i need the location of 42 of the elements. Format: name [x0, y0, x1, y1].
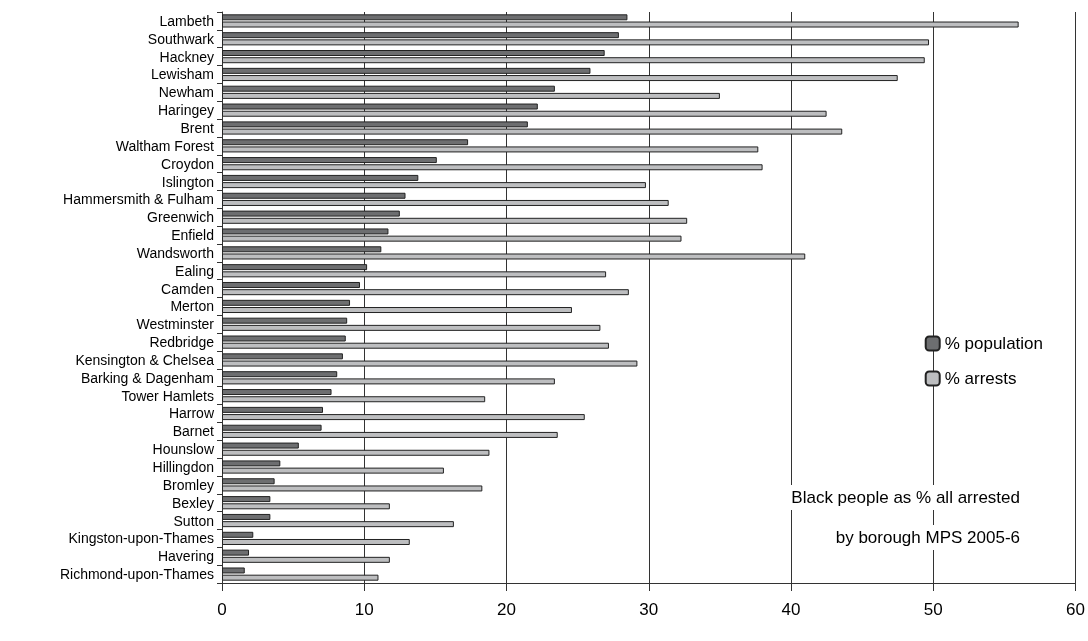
legend-label: % arrests	[944, 369, 1017, 388]
y-tick-label: Brent	[180, 119, 215, 136]
x-tick-label: 60	[1066, 600, 1086, 619]
y-tick-label: Newham	[158, 84, 214, 101]
x-tick-label: 0	[217, 600, 227, 619]
y-tick-label: Merton	[170, 298, 214, 315]
legend-label: % population	[944, 334, 1044, 353]
y-tick-label: Southwark	[147, 30, 215, 47]
y-tick-label: Enfield	[171, 227, 214, 244]
y-tick-label: Lewisham	[150, 66, 214, 83]
y-tick-label: Havering	[157, 548, 214, 565]
y-tick-label: Westminster	[136, 316, 215, 333]
y-tick-label: Kensington & Chelsea	[75, 351, 215, 368]
y-tick-label: Lambeth	[159, 12, 214, 29]
y-tick-label: Islington	[161, 173, 214, 190]
y-tick-label: Camden	[161, 280, 214, 297]
y-tick-label: Greenwich	[147, 209, 214, 226]
y-tick-label: Redbridge	[149, 334, 215, 351]
y-tick-label: Wandsworth	[136, 244, 214, 261]
y-tick-label: Richmond-upon-Thames	[59, 566, 214, 583]
y-tick-label: Bromley	[162, 476, 214, 493]
y-tick-label: Kingston-upon-Thames	[68, 530, 214, 547]
y-tick-label: Barking & Dagenham	[80, 369, 214, 386]
x-tick-label: 10	[354, 600, 374, 619]
x-tick-label: 50	[923, 600, 943, 619]
x-tick-label: 30	[639, 600, 659, 619]
x-tick-label: 20	[497, 600, 516, 619]
y-tick-label: Harrow	[168, 405, 215, 422]
y-tick-label: Waltham Forest	[115, 137, 215, 154]
y-tick-label: Hillingdon	[152, 459, 214, 476]
y-tick-label: Haringey	[157, 102, 214, 119]
y-tick-label: Hackney	[159, 48, 214, 65]
y-tick-label: Hounslow	[152, 441, 215, 458]
y-tick-label: Bexley	[171, 494, 214, 511]
y-tick-label: Tower Hamlets	[121, 387, 214, 404]
y-tick-label: Sutton	[173, 512, 214, 529]
x-tick-label: 40	[781, 600, 801, 619]
y-tick-label: Hammersmith & Fulham	[63, 191, 214, 208]
y-tick-label: Barnet	[172, 423, 215, 440]
y-tick-label: Croydon	[161, 155, 214, 172]
y-tick-label: Ealing	[175, 262, 214, 279]
chart-title: Black people as % all arrested by borough MPS 2005-6	[791, 488, 1021, 547]
